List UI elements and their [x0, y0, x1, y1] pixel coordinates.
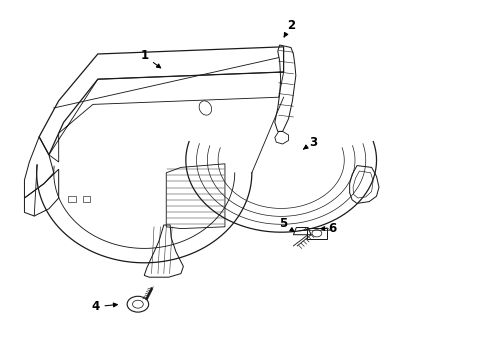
Text: 3: 3: [303, 136, 316, 149]
Text: 2: 2: [284, 19, 294, 37]
Text: 4: 4: [91, 300, 117, 313]
Text: 5: 5: [279, 217, 293, 231]
Text: 6: 6: [320, 222, 336, 235]
Text: 1: 1: [140, 49, 161, 68]
